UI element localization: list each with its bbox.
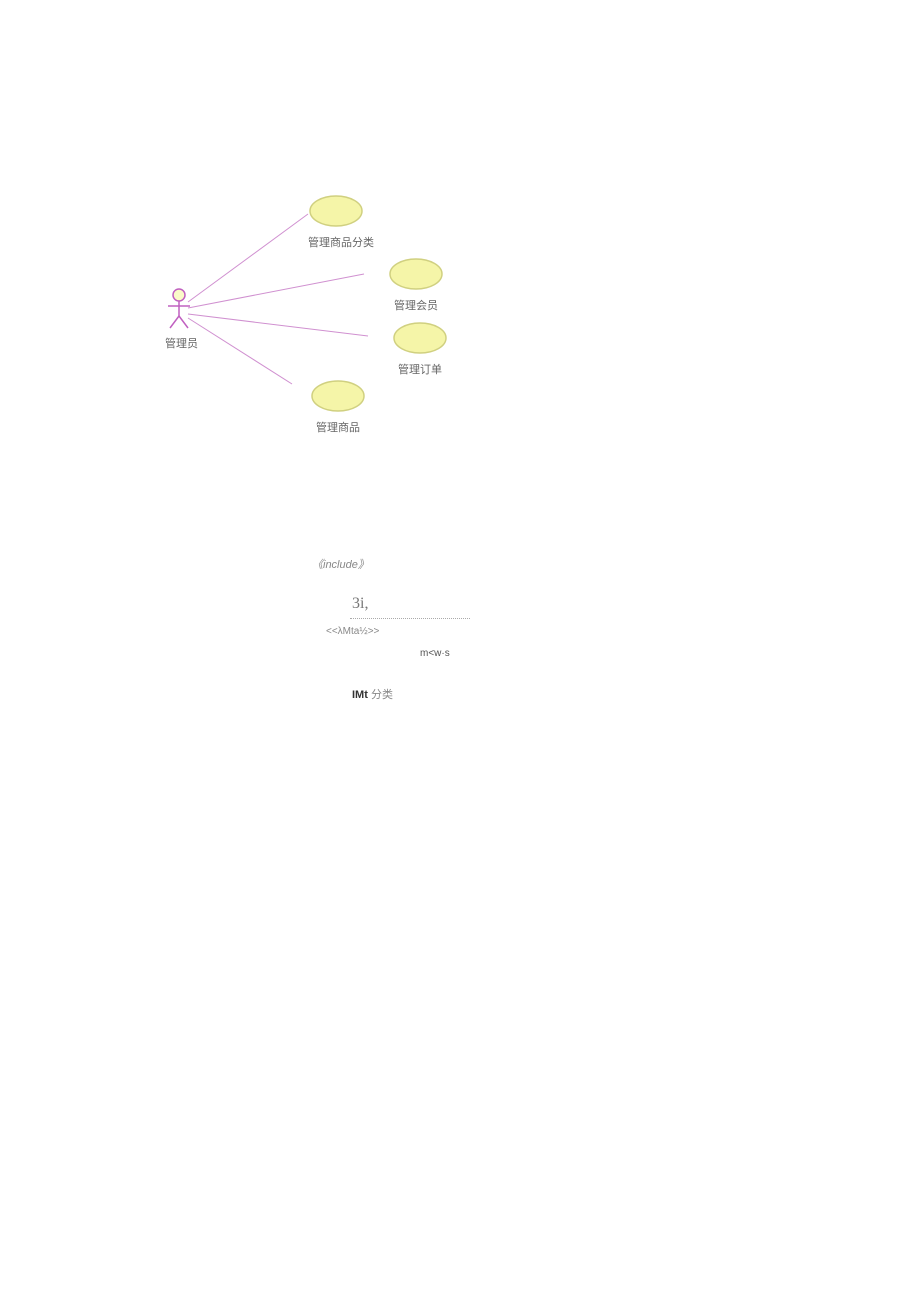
annotation-imt: IMt 分类: [352, 686, 393, 702]
usecase-ellipse-icon: [310, 380, 366, 412]
usecase-ellipse-icon: [388, 258, 444, 290]
annotation-lambda: <<λMta½>>: [326, 626, 379, 637]
annotation-imt-rest: 分类: [368, 689, 393, 701]
usecase-manage-order: 管理订单: [392, 322, 448, 377]
actor-figure-icon: [165, 288, 193, 330]
usecase-label: 管理会员: [388, 297, 444, 313]
usecase-ellipse-icon: [308, 195, 364, 227]
usecase-diagram: 管理员 管理商品分类 管理会员 管理订单 管理商品 《include》 3i, …: [0, 0, 920, 1301]
edge-actor-uc4: [188, 318, 292, 384]
edge-actor-uc3: [188, 314, 368, 336]
usecase-manage-product: 管理商品: [310, 380, 366, 435]
annotation-include: 《include》: [312, 556, 369, 572]
actor-label: 管理员: [165, 335, 198, 351]
usecase-manage-category: 管理商品分类: [308, 195, 374, 250]
usecase-label: 管理商品分类: [308, 234, 374, 250]
usecase-label: 管理订单: [392, 361, 448, 377]
annotation-3i: 3i,: [352, 595, 368, 613]
annotation-imt-bold: IMt: [352, 689, 368, 701]
usecase-manage-member: 管理会员: [388, 258, 444, 313]
edge-actor-uc2: [188, 274, 364, 308]
usecase-label: 管理商品: [310, 419, 366, 435]
annotation-mws: m<w·s: [420, 648, 450, 659]
connection-lines: [0, 0, 920, 500]
actor-admin: 管理员: [165, 288, 198, 351]
dotted-separator: [350, 618, 470, 619]
usecase-ellipse-icon: [392, 322, 448, 354]
